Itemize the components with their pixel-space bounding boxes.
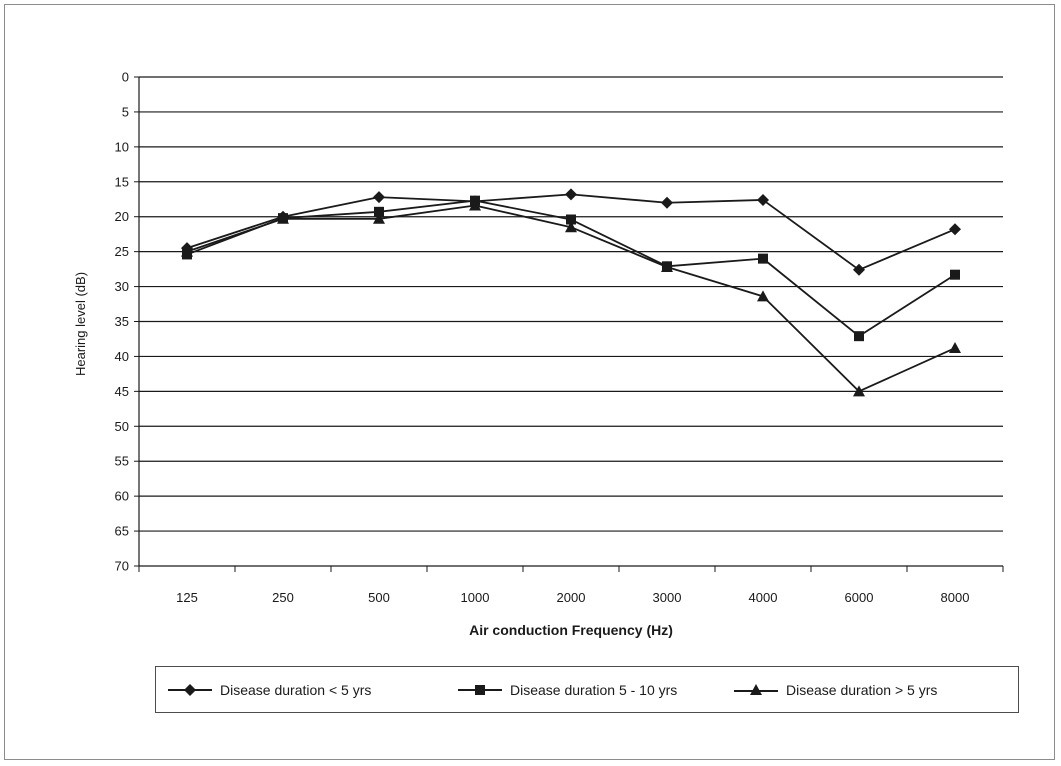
- y-tick-label: 40: [115, 349, 129, 364]
- y-tick-label: 15: [115, 174, 129, 189]
- data-point-square: [950, 269, 960, 280]
- legend-label: Disease duration 5 - 10 yrs: [510, 681, 678, 698]
- x-tick-label: 500: [368, 590, 390, 605]
- x-tick-label: 4000: [749, 590, 778, 605]
- data-point-square: [854, 331, 864, 342]
- y-tick-label: 60: [115, 489, 129, 504]
- legend: Disease duration < 5 yrs Disease duratio…: [155, 666, 1019, 713]
- data-point-diamond: [565, 188, 577, 201]
- triangle-marker-icon: [734, 683, 778, 695]
- y-tick-label: 55: [115, 454, 129, 469]
- square-marker-icon: [458, 684, 502, 695]
- data-point-triangle: [469, 199, 481, 211]
- x-tick-label: 3000: [653, 590, 682, 605]
- x-tick-label: 125: [176, 590, 198, 605]
- grid-lines: [139, 76, 1003, 532]
- legend-label: Disease duration > 5 yrs: [786, 681, 938, 698]
- series-triangle: [181, 199, 961, 397]
- y-axis-title: Hearing level (dB): [73, 272, 88, 376]
- legend-entry-over-5: Disease duration > 5 yrs: [734, 667, 937, 712]
- y-tick-label: 20: [115, 209, 129, 224]
- data-point-diamond: [373, 191, 385, 204]
- data-point-square: [758, 253, 768, 264]
- data-point-triangle: [565, 221, 577, 233]
- series-square: [182, 195, 960, 342]
- data-point-triangle: [757, 290, 769, 302]
- x-tick-label: 8000: [941, 590, 970, 605]
- legend-entry-5-10: Disease duration 5 - 10 yrs: [458, 667, 677, 712]
- legend-label: Disease duration < 5 yrs: [220, 681, 372, 698]
- y-tick-label: 10: [115, 139, 129, 154]
- data-point-triangle: [949, 342, 961, 354]
- x-axis-title: Air conduction Frequency (Hz): [469, 622, 673, 638]
- data-point-diamond: [949, 223, 961, 236]
- y-tick-label: 50: [115, 419, 129, 434]
- diamond-marker-icon: [168, 683, 212, 696]
- legend-entry-under-5: Disease duration < 5 yrs: [168, 667, 371, 712]
- data-point-triangle: [277, 212, 289, 224]
- data-point-triangle: [181, 245, 193, 257]
- series-lines: [181, 188, 961, 397]
- y-tick-label: 5: [122, 104, 129, 119]
- axes: [134, 76, 1004, 572]
- data-point-triangle: [853, 385, 865, 397]
- data-point-triangle: [661, 261, 673, 273]
- data-point-diamond: [757, 193, 769, 206]
- y-tick-label: 35: [115, 314, 129, 329]
- y-tick-label: 25: [115, 244, 129, 259]
- data-point-square: [566, 214, 576, 225]
- x-tick-label: 250: [272, 590, 294, 605]
- x-tick-label: 6000: [845, 590, 874, 605]
- x-tick-label: 1000: [461, 590, 490, 605]
- y-tick-label: 45: [115, 384, 129, 399]
- data-point-diamond: [661, 196, 673, 209]
- data-point-square: [374, 206, 384, 217]
- y-tick-label: 30: [115, 279, 129, 294]
- y-tick-labels: 0 5 10 15 20 25 30 35 40 45 50 55 60 65 70: [115, 70, 129, 574]
- x-tick-labels: 125 250 500 1000 2000 3000 4000 6000 8000: [176, 590, 969, 605]
- y-tick-label: 0: [122, 70, 129, 85]
- x-tick-label: 2000: [557, 590, 586, 605]
- y-tick-label: 70: [115, 559, 129, 574]
- series-line: [186, 204, 956, 393]
- data-point-diamond: [853, 263, 865, 276]
- data-point-triangle: [373, 212, 385, 224]
- y-tick-label: 65: [115, 524, 129, 539]
- line-chart: 0 5 10 15 20 25 30 35 40 45 50 55 60 65 70 125 250 500 10…: [73, 70, 1004, 638]
- chart-frame: 0 5 10 15 20 25 30 35 40 45 50 55 60 65 70 125 250 500 10…: [4, 4, 1055, 760]
